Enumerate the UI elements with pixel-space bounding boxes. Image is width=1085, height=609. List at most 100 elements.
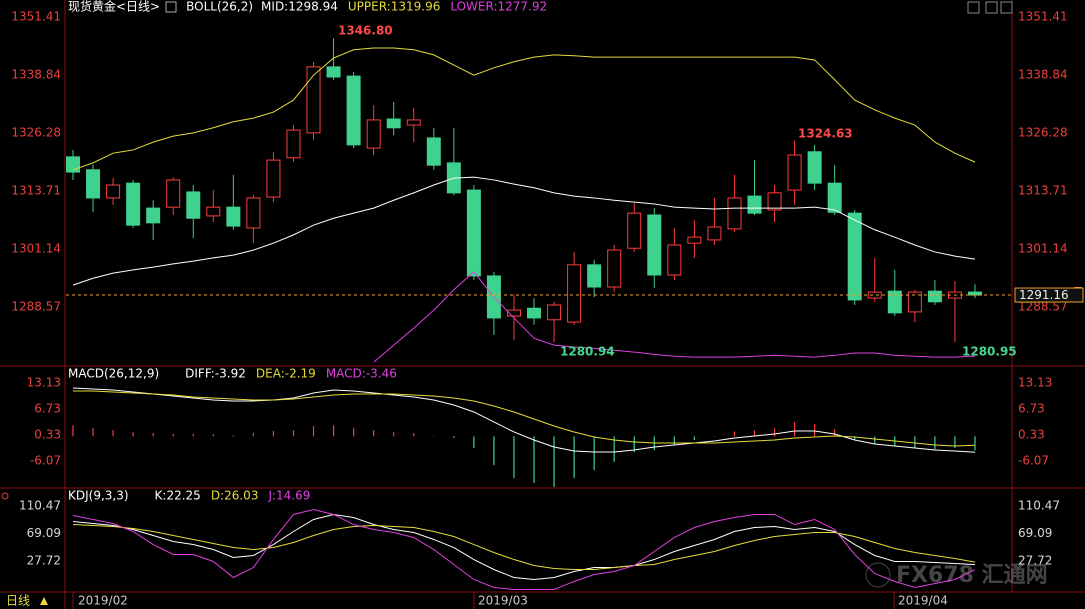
indicator-line: [73, 390, 975, 447]
header-label: 现货黄金<日线>: [68, 0, 160, 14]
control-icon[interactable]: [1000, 1, 1013, 14]
period-label[interactable]: 日线: [6, 594, 30, 608]
watermark: FX678 汇通网: [896, 563, 1048, 588]
candle-body: [567, 264, 582, 323]
candle-body: [126, 182, 141, 226]
candle-body: [186, 191, 201, 219]
indicator-line: [373, 271, 976, 363]
y-tick-label: 27.72: [1018, 553, 1052, 567]
plot-area: [66, 38, 982, 363]
period-arrow[interactable]: [40, 597, 48, 605]
y-tick-label: 0.33: [34, 427, 61, 441]
candle-body: [266, 159, 281, 198]
watermark-logo: [865, 562, 891, 588]
date-label: 2019/02: [78, 594, 128, 608]
date-label: 2019/04: [898, 594, 948, 608]
header-label: UPPER:1319.96: [348, 0, 440, 14]
y-tick-label: 0.33: [1018, 427, 1045, 441]
date-label: 2019/03: [478, 594, 528, 608]
price-annotation: 1280.94: [560, 345, 615, 359]
candle-body: [506, 309, 521, 317]
y-tick-label: 1313.71: [1018, 183, 1068, 197]
header-label: J:14.69: [267, 489, 310, 503]
header-label: MACD(26,12,9): [68, 367, 159, 381]
header-label: D:26.03: [211, 489, 259, 503]
candle-body: [426, 137, 441, 166]
candle-body: [206, 206, 221, 217]
y-tick-label: 69.09: [27, 526, 61, 540]
y-tick-label: 27.72: [27, 553, 61, 567]
candle-body: [787, 154, 802, 191]
candle-body: [587, 264, 602, 288]
y-tick-label: 110.47: [19, 499, 61, 513]
y-tick-label: 6.73: [34, 401, 61, 415]
candle-body: [727, 197, 742, 230]
y-tick-label: 13.13: [1018, 375, 1052, 389]
indicator-icon: [165, 1, 177, 13]
y-tick-label: 69.09: [1018, 526, 1052, 540]
candle-body: [166, 179, 181, 208]
price-annotation: 1346.80: [338, 24, 393, 38]
header-label: DIFF:-3.92: [185, 367, 246, 381]
candle-body: [346, 75, 361, 146]
header-label: MID:1298.94: [261, 0, 338, 14]
candle-body: [707, 226, 722, 241]
candle-body: [547, 304, 562, 321]
last-price-label: 1291.16: [1019, 288, 1069, 302]
candle-body: [687, 236, 702, 244]
candle-body: [627, 212, 642, 249]
candle-body: [767, 192, 782, 211]
control-icon[interactable]: [985, 1, 998, 14]
candle-body: [306, 66, 321, 134]
header-label: BOLL(26,2): [186, 0, 253, 14]
header-label: KDJ(9,3,3): [68, 489, 129, 503]
window-controls[interactable]: [967, 1, 1013, 14]
header-label: K:22.25: [155, 489, 201, 503]
indicator-line: [72, 387, 976, 453]
candle-body: [386, 118, 401, 129]
indicator-line: [72, 176, 976, 286]
y-tick-label: 1288.57: [11, 299, 61, 313]
candle-body: [406, 119, 421, 126]
candle-body: [466, 189, 481, 277]
y-tick-label: 1338.84: [1018, 67, 1068, 81]
header-label: DEA:-2.19: [256, 367, 316, 381]
y-tick-label: 1301.14: [1018, 241, 1068, 255]
y-tick-label: -6.07: [30, 453, 61, 467]
candle-body: [867, 291, 882, 299]
header-label: LOWER:1277.92: [450, 0, 547, 14]
control-icon[interactable]: [967, 1, 980, 14]
header-label: MACD:-3.46: [326, 367, 397, 381]
candle-body: [887, 290, 902, 314]
last-price-box: [1014, 287, 1084, 303]
candle-body: [847, 212, 862, 301]
y-tick-label: 1288.57: [1018, 299, 1068, 313]
candle-body: [927, 290, 942, 303]
y-tick-label: 1301.14: [11, 241, 61, 255]
candle-body: [366, 119, 381, 149]
candle-body: [286, 129, 301, 159]
candle-body: [907, 291, 922, 313]
candle-body: [807, 151, 822, 184]
y-tick-label: 1351.41: [11, 9, 61, 23]
indicator-line: [72, 47, 976, 171]
candle-body: [667, 244, 682, 276]
settings-dot[interactable]: [1, 492, 9, 500]
plot-area: [72, 387, 976, 488]
candle-body: [647, 214, 662, 276]
price-annotation: 1280.95: [962, 345, 1017, 359]
indicator-line: [72, 524, 976, 571]
y-tick-label: 110.47: [1018, 499, 1060, 513]
y-tick-label: 1338.84: [11, 67, 61, 81]
candle-body: [146, 207, 161, 224]
y-tick-label: 6.73: [1018, 401, 1045, 415]
y-tick-label: 1326.28: [1018, 125, 1068, 139]
y-tick-label: -6.07: [1018, 453, 1049, 467]
y-tick-label: 1326.28: [11, 125, 61, 139]
candle-body: [246, 197, 261, 229]
candle-body: [66, 156, 80, 173]
indicator-line: [72, 508, 976, 591]
